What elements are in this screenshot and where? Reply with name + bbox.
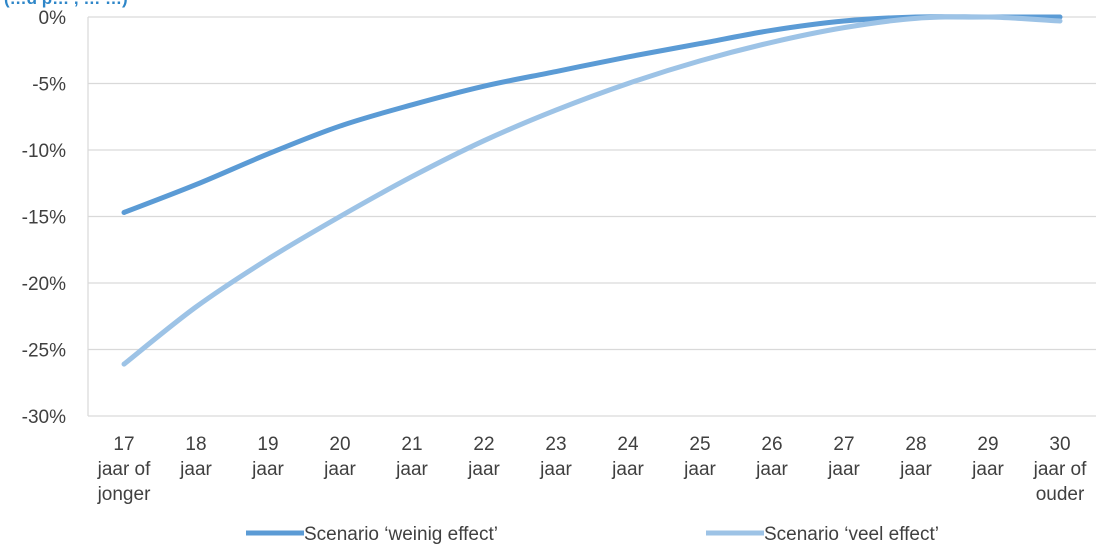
series-line-1 xyxy=(121,14,1063,216)
legend-label: Scenario ‘veel effect’ xyxy=(764,524,939,545)
y-tick-label: -20% xyxy=(22,274,66,295)
x-tick-label: 25 jaar xyxy=(683,434,716,480)
x-tick-label: 23 jaar xyxy=(539,434,572,480)
y-tick-label: -30% xyxy=(22,407,66,428)
x-tick-label: 18 jaar xyxy=(179,434,212,480)
gridlines xyxy=(87,16,1096,417)
x-tick-label: 20 jaar xyxy=(323,434,356,480)
y-axis-tick-labels: 0% -5% -10% -15% -20% -25% -30% xyxy=(22,8,66,428)
x-tick-label: 30 jaar of ouder xyxy=(1033,434,1088,505)
y-tick-label: -25% xyxy=(22,341,66,362)
x-tick-label: 21 jaar xyxy=(395,434,428,480)
x-tick-label: 19 jaar xyxy=(251,434,284,480)
x-tick-label: 22 jaar xyxy=(467,434,500,480)
y-tick-label: -5% xyxy=(32,75,66,96)
x-tick-label: 29 jaar xyxy=(971,434,1004,480)
x-tick-label: 17 jaar of jonger xyxy=(97,434,152,505)
y-tick-label: 0% xyxy=(39,8,67,29)
series-line-2 xyxy=(121,14,1063,367)
x-tick-label: 26 jaar xyxy=(755,434,788,480)
cropped-title-fragment: (…d p… , … …) xyxy=(4,0,128,8)
x-tick-label: 27 jaar xyxy=(827,434,860,480)
y-tick-label: -10% xyxy=(22,141,66,162)
y-tick-label: -15% xyxy=(22,208,66,229)
x-tick-label: 24 jaar xyxy=(611,434,644,480)
x-axis-tick-labels: 17 jaar of jonger 18 jaar 19 jaar 20 jaar 21 jaar 2… xyxy=(97,434,1088,505)
x-tick-label: 28 jaar xyxy=(899,434,932,480)
legend-label: Scenario ‘weinig effect’ xyxy=(304,524,498,545)
series-lines xyxy=(121,14,1063,367)
legend: Scenario ‘weinig effect’ Scenario ‘veel e… xyxy=(246,524,939,545)
